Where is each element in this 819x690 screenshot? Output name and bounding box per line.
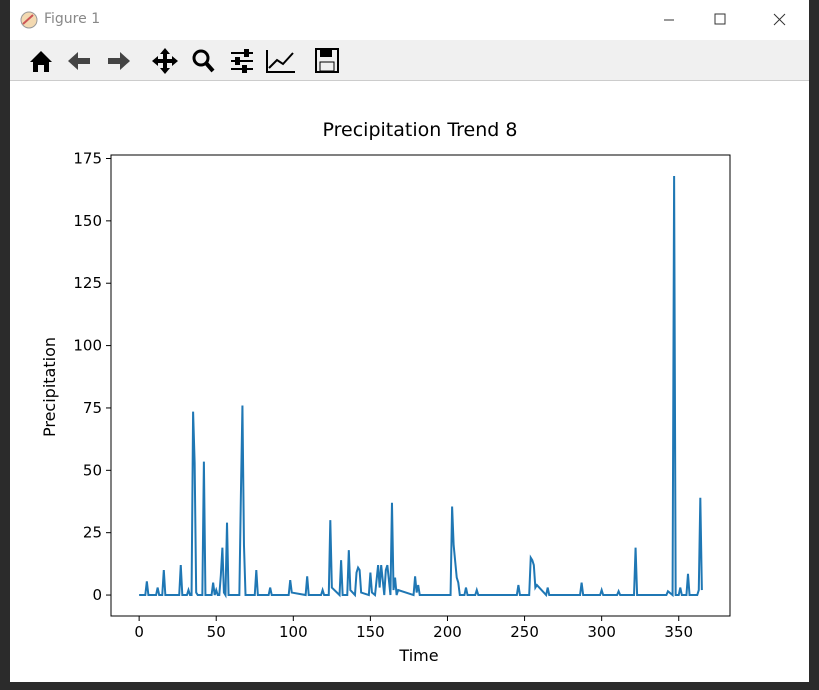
home-button[interactable] (30, 51, 52, 72)
forward-button[interactable] (108, 52, 130, 70)
save-button[interactable] (315, 48, 339, 73)
y-axis-label: Precipitation (40, 337, 59, 437)
title-bar: Figure 1 (10, 0, 809, 40)
chart-title: Precipitation Trend 8 (323, 119, 518, 141)
x-tick-label: 150 (356, 623, 385, 641)
configure-button[interactable] (231, 49, 253, 73)
toolbar (10, 40, 809, 81)
window-title: Figure 1 (44, 11, 101, 27)
y-tick-label: 25 (83, 524, 102, 542)
toolbar-icons (30, 48, 339, 74)
y-tick-label: 75 (83, 399, 102, 417)
figure: Precipitation Trend 8 Time Precipitation… (40, 119, 731, 665)
y-tick-label: 125 (73, 274, 102, 292)
x-tick-label: 350 (664, 623, 693, 641)
x-tick-label: 100 (279, 623, 308, 641)
maximize[interactable] (714, 13, 726, 25)
data-line (139, 175, 703, 599)
x-tick-label: 200 (433, 623, 462, 641)
pan-button[interactable] (152, 48, 178, 74)
y-tick-label: 150 (73, 212, 102, 230)
axes-frame (110, 154, 731, 617)
back-button[interactable] (68, 52, 90, 70)
edit-button[interactable] (266, 50, 295, 73)
y-tick-label: 50 (83, 461, 102, 479)
x-tick-label: 250 (510, 623, 539, 641)
window: Figure 1 Precipitation Trend 8 Time Prec… (10, 0, 809, 682)
y-tick-label: 175 (73, 149, 102, 167)
x-tick-label: 0 (134, 623, 144, 641)
y-tick-label: 0 (92, 586, 102, 604)
app-icon (20, 11, 38, 29)
x-tick-label: 50 (207, 623, 226, 641)
window-controls[interactable] (659, 0, 809, 40)
zoom-button[interactable] (192, 49, 210, 67)
x-axis-label: Time (398, 646, 438, 665)
x-tick-label: 300 (587, 623, 616, 641)
close[interactable] (773, 13, 786, 26)
y-tick-label: 100 (73, 337, 102, 355)
